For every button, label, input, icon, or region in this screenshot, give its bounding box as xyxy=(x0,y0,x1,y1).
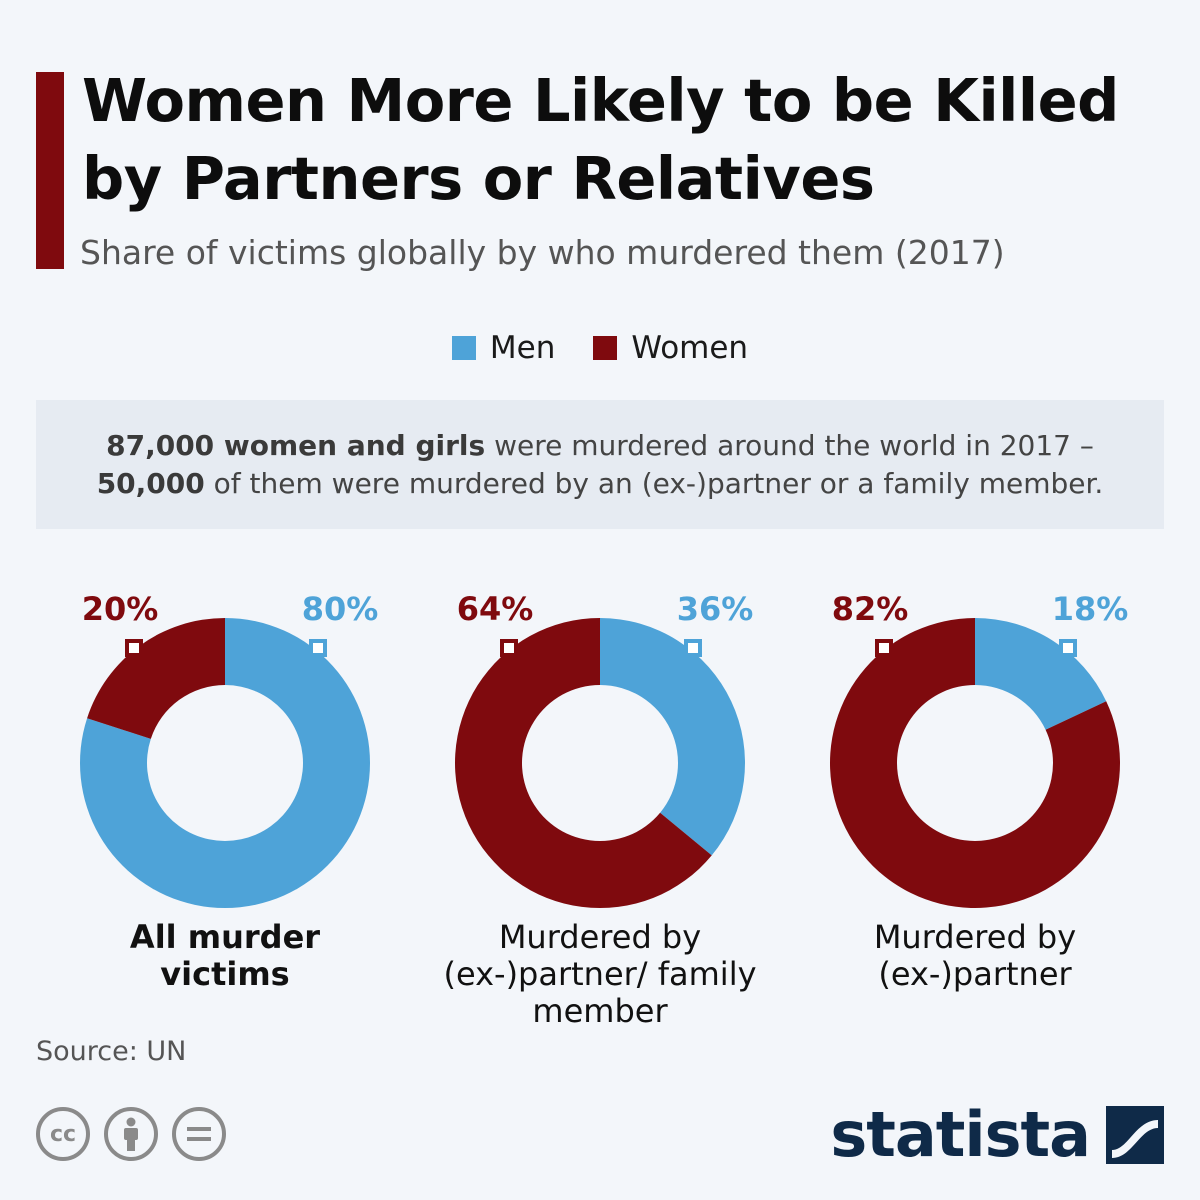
note-line-2: 50,000 of them were murdered by an (ex-)… xyxy=(97,465,1104,503)
donut-label-partner: Murdered by (ex-)partner xyxy=(873,918,1077,993)
legend-label-men: Men xyxy=(489,330,556,366)
legend-swatch-women xyxy=(593,336,618,360)
legend: Men Women xyxy=(0,330,1200,366)
note-line-2-text: of them were murdered by an (ex-)partner… xyxy=(204,466,1104,500)
donut-marker-women xyxy=(500,639,518,657)
donut-slice-women xyxy=(830,618,1121,908)
note-line-1-bold: 87,000 women and girls xyxy=(106,428,486,462)
donut-slice-men xyxy=(975,618,1107,730)
license-icons: cc xyxy=(36,1107,226,1161)
donut-value-women: 64% xyxy=(457,590,534,628)
donut-value-men: 36% xyxy=(677,590,754,628)
statista-logo-icon xyxy=(1106,1105,1164,1164)
donut-marker-women xyxy=(875,639,893,657)
legend-item-women: Women xyxy=(593,330,748,366)
source-note: Source: UN xyxy=(36,1036,187,1067)
donut-marker-men xyxy=(309,639,327,657)
donut-slice-men xyxy=(600,618,746,856)
donut-value-men: 18% xyxy=(1052,590,1129,628)
donut-marker-men xyxy=(684,639,702,657)
donut-marker-men xyxy=(1059,639,1077,657)
note-line-1: 87,000 women and girls were murdered aro… xyxy=(106,427,1094,465)
nd-no-derivatives-icon xyxy=(172,1107,226,1161)
legend-label-women: Women xyxy=(631,330,749,366)
note-line-2-bold: 50,000 xyxy=(96,466,205,500)
donut-value-women: 82% xyxy=(832,590,909,628)
title-accent-bar xyxy=(36,72,64,269)
legend-item-men: Men xyxy=(451,330,556,366)
donut-slice-women xyxy=(455,618,712,908)
statista-brand: statista xyxy=(830,1098,1164,1171)
donut-charts: 80% 20% 36% 64% 18% 82% xyxy=(80,590,1129,908)
donut-marker-women xyxy=(125,639,143,657)
statista-logo-text: statista xyxy=(830,1098,1091,1171)
page-title: Women More Likely to be Killed by Partne… xyxy=(82,66,1119,213)
legend-swatch-men xyxy=(451,336,476,360)
note-line-1-text: were murdered around the world in 2017 – xyxy=(485,428,1094,462)
donut-label-all-victims: All murder victims xyxy=(129,918,321,993)
info-note: 87,000 women and girls were murdered aro… xyxy=(36,400,1164,529)
donut-slice-men xyxy=(80,618,371,908)
donut-value-men: 80% xyxy=(302,590,379,628)
donut-label-partner-family: Murdered by (ex-)partner/ family member xyxy=(443,918,757,1030)
donut-value-women: 20% xyxy=(82,590,159,628)
cc-icon: cc xyxy=(36,1107,90,1161)
page-subtitle: Share of victims globally by who murdere… xyxy=(80,233,1005,272)
donut-slice-women xyxy=(87,618,225,739)
by-attribution-icon xyxy=(104,1107,158,1161)
